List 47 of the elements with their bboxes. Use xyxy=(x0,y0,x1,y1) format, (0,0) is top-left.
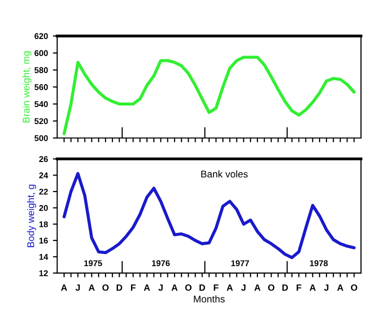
x-tick-label: O xyxy=(268,284,274,291)
y-tick-label: 540 xyxy=(34,101,48,108)
x-tick-label: A xyxy=(88,284,95,291)
y-axis-title: Body weight, g xyxy=(27,184,36,248)
y-tick-label: 500 xyxy=(34,135,48,142)
annotation: 1977 xyxy=(231,260,249,266)
x-tick-label: D xyxy=(200,284,206,291)
x-tick-label: A xyxy=(61,284,68,291)
y-tick-label: 14 xyxy=(39,254,48,260)
line-series xyxy=(62,172,356,260)
x-tick-label: A xyxy=(172,284,178,291)
x-tick-label: F xyxy=(214,284,218,291)
y-tick-label: 620 xyxy=(34,33,48,40)
annotation: 1978 xyxy=(310,260,328,266)
x-tick-label: F xyxy=(296,284,302,291)
x-tick-label: J xyxy=(76,284,80,291)
annotation: Bank voles xyxy=(201,170,248,178)
x-tick-label: A xyxy=(254,284,260,291)
x-tick-label: J xyxy=(241,284,246,291)
y-axis-title: Brain weight, mg xyxy=(22,51,32,122)
x-tick-label: D xyxy=(116,284,122,291)
x-tick-label: D xyxy=(282,284,288,291)
y-tick-label: 580 xyxy=(34,67,48,74)
x-tick-label: A xyxy=(337,284,344,291)
x-tick-label: J xyxy=(324,284,328,291)
y-tick-label: 26 xyxy=(39,156,48,162)
annotation: 1976 xyxy=(152,260,170,266)
y-tick-label: 16 xyxy=(39,238,48,244)
annotation: 1975 xyxy=(84,260,102,266)
x-tick-label: O xyxy=(102,284,109,291)
y-tick-label: 520 xyxy=(34,118,48,124)
x-tick-label: F xyxy=(130,284,136,291)
line-series xyxy=(62,56,356,136)
y-tick-label: 600 xyxy=(34,50,48,56)
y-tick-label: 560 xyxy=(34,84,48,90)
y-tick-label: 24 xyxy=(39,172,48,178)
x-axis-title: Months xyxy=(194,295,225,302)
y-tick-label: 12 xyxy=(39,270,48,276)
x-tick-label: A xyxy=(144,284,150,291)
x-tick-label: J xyxy=(158,284,163,291)
y-tick-label: 20 xyxy=(39,205,48,211)
x-tick-label: O xyxy=(350,284,358,291)
y-tick-label: 18 xyxy=(39,221,48,228)
y-tick-label: 22 xyxy=(39,188,48,195)
x-tick-label: A xyxy=(310,284,316,291)
x-tick-label: A xyxy=(226,284,233,291)
x-tick-label: O xyxy=(185,284,192,291)
